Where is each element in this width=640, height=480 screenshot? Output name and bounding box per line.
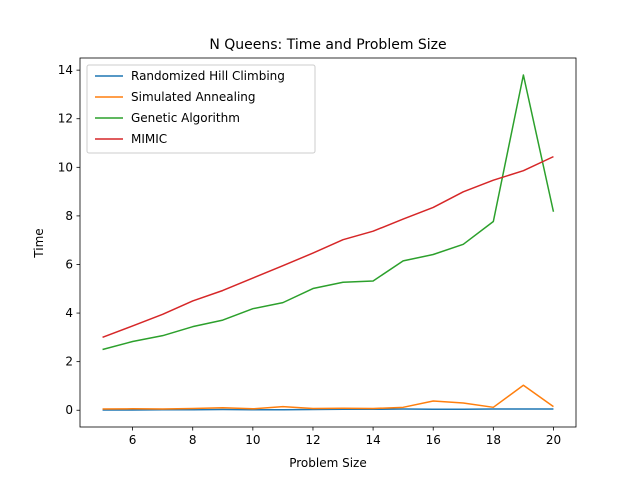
chart-title: N Queens: Time and Problem Size <box>209 37 446 53</box>
axes-frame <box>79 57 577 428</box>
x-axis-label: Problem Size <box>289 456 367 470</box>
y-tick-label-0: 0 <box>65 403 73 417</box>
y-tick-label-14: 14 <box>58 63 73 77</box>
legend-box <box>86 64 316 154</box>
x-tick-label-18: 18 <box>486 433 501 447</box>
series-line-1 <box>102 384 554 410</box>
y-tick-label-8: 8 <box>65 209 73 223</box>
legend-entry-3: MIMIC <box>131 132 167 146</box>
series-line-2 <box>102 74 555 351</box>
y-tick-label-6: 6 <box>65 257 73 271</box>
legend-entry-1: Simulated Annealing <box>131 90 256 104</box>
y-axis-label: Time <box>32 228 46 258</box>
y-tick-label-12: 12 <box>58 112 73 126</box>
plot-area: 6 8 10 12 14 16 18 20 0 2 4 6 8 10 12 14 Randomized Hill… <box>58 57 577 447</box>
y-tick-label-10: 10 <box>58 160 73 174</box>
legend-entry-2: Genetic Algorithm <box>131 111 240 125</box>
x-tick-label-8: 8 <box>189 433 197 447</box>
series-line-3 <box>102 155 554 339</box>
x-tick-label-10: 10 <box>245 433 260 447</box>
x-tick-label-14: 14 <box>365 433 380 447</box>
x-tick-label-12: 12 <box>305 433 320 447</box>
x-tick-label-6: 6 <box>129 433 137 447</box>
y-tick-label-4: 4 <box>65 306 73 320</box>
series-line-0 <box>102 408 554 411</box>
legend-entry-0: Randomized Hill Climbing <box>131 69 285 83</box>
x-tick-label-16: 16 <box>426 433 441 447</box>
y-tick-label-2: 2 <box>65 355 73 369</box>
x-tick-label-20: 20 <box>546 433 561 447</box>
